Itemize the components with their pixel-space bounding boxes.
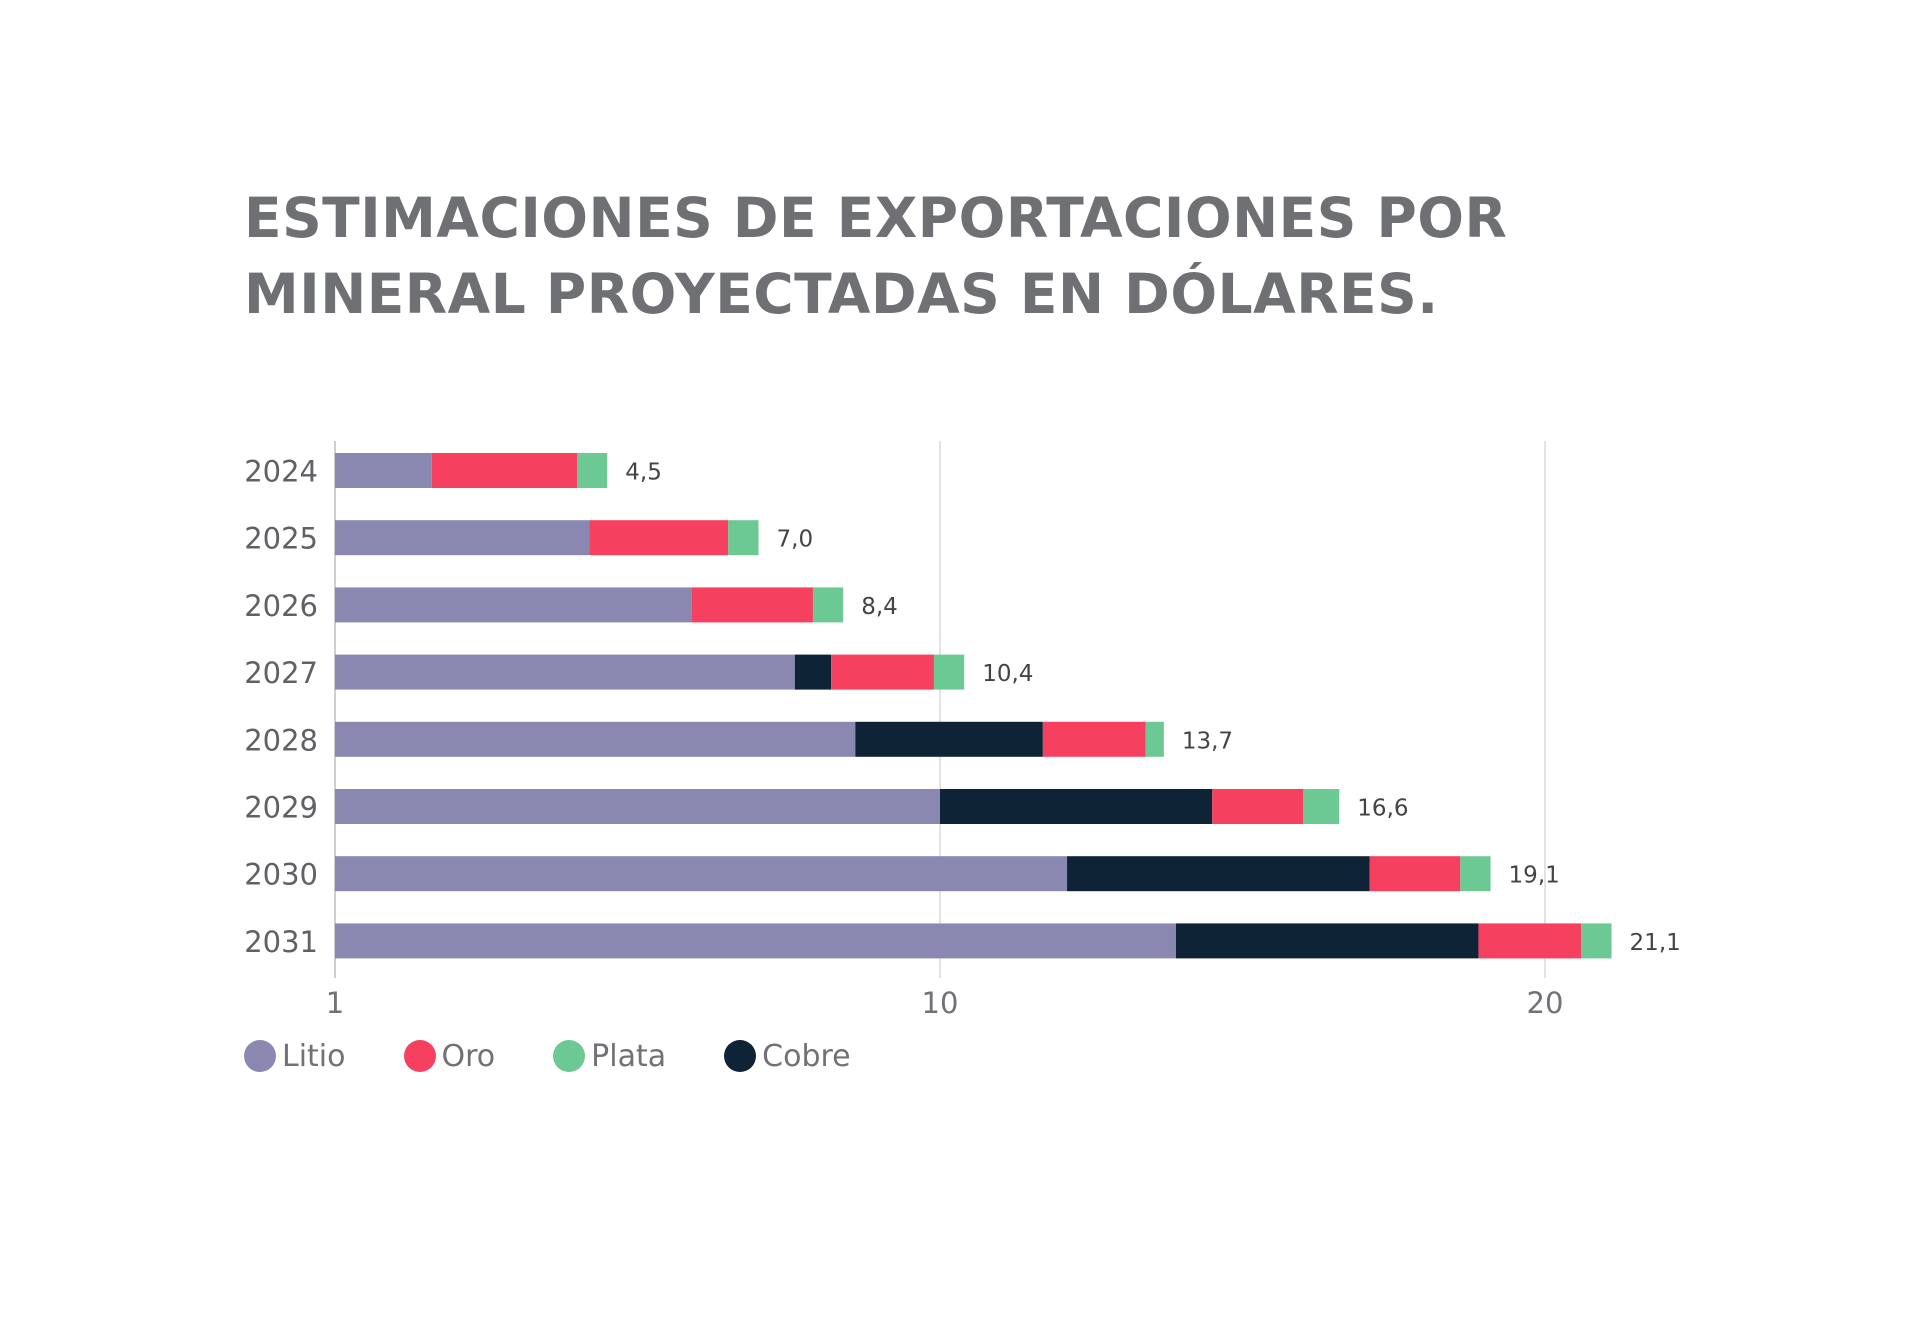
legend-swatch-litio — [244, 1040, 276, 1072]
legend-item-oro[interactable]: Oro — [403, 1038, 496, 1074]
bar-oro-2029 — [1212, 789, 1303, 824]
bar-plata-2031 — [1581, 923, 1612, 959]
legend-item-plata[interactable]: Plata — [553, 1039, 666, 1074]
bar-cobre-2027 — [794, 654, 832, 690]
data-label-2029: 16,6 — [1357, 796, 1408, 822]
legend-item-litio[interactable]: Litio — [244, 1039, 346, 1074]
bar-oro-2024 — [431, 453, 577, 488]
data-label-2031: 21,1 — [1630, 930, 1681, 956]
bar-litio-2025 — [335, 520, 590, 556]
chart-title-line-2: MINERAL PROYECTADAS EN DÓLARES. — [244, 262, 1439, 326]
bar-litio-2027 — [335, 654, 795, 690]
data-label-2027: 10,4 — [982, 661, 1033, 687]
y-tick-label-2029: 2029 — [244, 791, 318, 825]
bar-litio-2024 — [335, 453, 432, 488]
x-tick-label-10: 10 — [922, 986, 959, 1020]
legend-swatch-plata — [553, 1040, 586, 1072]
bar-cobre-2029 — [940, 789, 1213, 824]
y-tick-label-2027: 2027 — [244, 656, 318, 690]
legend-label-cobre: Cobre — [762, 1038, 851, 1074]
legend-label-litio: Litio — [282, 1038, 346, 1074]
bar-oro-2025 — [589, 520, 729, 556]
data-label-2026: 8,4 — [861, 594, 898, 620]
bar-plata-2028 — [1145, 721, 1164, 757]
bar-oro-2031 — [1478, 923, 1582, 959]
bar-plata-2024 — [577, 453, 608, 488]
x-tick-label-20: 20 — [1527, 986, 1564, 1020]
data-label-2025: 7,0 — [777, 527, 814, 553]
bar-litio-2030 — [335, 856, 1068, 892]
bar-plata-2025 — [728, 520, 759, 556]
legend-item-cobre[interactable]: Cobre — [724, 1038, 851, 1074]
chart-title-line-1: ESTIMACIONES DE EXPORTACIONES POR — [244, 186, 1508, 250]
y-tick-label-2025: 2025 — [244, 522, 318, 556]
bar-cobre-2030 — [1067, 856, 1370, 892]
y-tick-label-2030: 2030 — [244, 858, 318, 892]
legend-swatch-cobre — [724, 1040, 757, 1072]
x-tick-label-1: 1 — [326, 986, 344, 1020]
legend-label-plata: Plata — [591, 1038, 667, 1074]
data-label-2028: 13,7 — [1182, 728, 1233, 754]
bar-oro-2030 — [1369, 856, 1461, 892]
bar-plata-2030 — [1460, 856, 1491, 892]
y-tick-label-2028: 2028 — [244, 723, 318, 757]
bar-litio-2028 — [335, 721, 856, 757]
bar-plata-2026 — [812, 587, 844, 623]
bar-litio-2029 — [335, 789, 940, 824]
legend-label-oro: Oro — [441, 1038, 496, 1074]
bar-cobre-2031 — [1175, 923, 1479, 959]
bar-plata-2027 — [933, 654, 965, 690]
chart-title: ESTIMACIONES DE EXPORTACIONES POR MINERA… — [244, 180, 1644, 332]
legend-swatch-oro — [403, 1040, 436, 1072]
bar-oro-2027 — [831, 654, 934, 690]
bar-plata-2029 — [1303, 789, 1340, 824]
data-label-2030: 19,1 — [1509, 863, 1560, 889]
bar-litio-2031 — [335, 923, 1176, 959]
bar-oro-2028 — [1042, 721, 1146, 757]
y-tick-label-2031: 2031 — [244, 925, 318, 959]
y-tick-label-2026: 2026 — [244, 589, 318, 623]
data-label-2024: 4,5 — [625, 460, 662, 486]
bar-cobre-2028 — [855, 721, 1043, 757]
y-tick-label-2024: 2024 — [244, 455, 318, 489]
chart-legend: Litio Oro Plata Cobre — [244, 1034, 909, 1078]
bar-litio-2026 — [335, 587, 692, 623]
bar-oro-2026 — [691, 587, 813, 623]
